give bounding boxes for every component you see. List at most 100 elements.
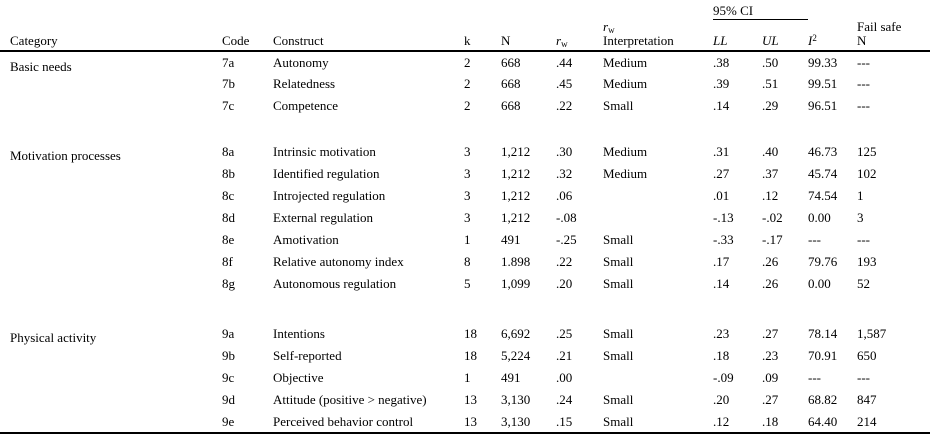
table-row: 9e Perceived behavior control 13 3,130 .… xyxy=(0,411,930,434)
cell-n: 491 xyxy=(501,232,521,248)
cell-ul: -.02 xyxy=(762,210,783,226)
table-row: 9d Attitude (positive > negative) 13 3,1… xyxy=(0,389,930,411)
col-header-ul: UL xyxy=(762,34,808,52)
table-row: 9b Self-reported 18 5,224 .21 Small .18 … xyxy=(0,345,930,367)
cell-n: 668 xyxy=(501,76,521,92)
cell-k: 8 xyxy=(464,254,471,270)
cell-construct: Perceived behavior control xyxy=(273,411,464,434)
cell-interpretation: Small xyxy=(603,232,634,248)
cell-k: 3 xyxy=(464,166,471,182)
cell-ul: .37 xyxy=(762,166,779,182)
col-header-failsafe-line2: N xyxy=(857,34,930,52)
cell-rw: .45 xyxy=(556,76,573,92)
cell-category: Physical activity xyxy=(0,323,222,345)
table-row: 8c Introjected regulation 3 1,212 .06 .0… xyxy=(0,185,930,207)
cell-ll: -.33 xyxy=(713,232,734,248)
cell-rw: .32 xyxy=(556,166,573,182)
cell-construct: Amotivation xyxy=(273,232,339,248)
cell-construct: External regulation xyxy=(273,210,373,226)
cell-i2: 96.51 xyxy=(808,98,838,114)
cell-code: 9a xyxy=(222,326,235,342)
cell-ul: -.17 xyxy=(762,232,783,248)
cell-n: 491 xyxy=(501,370,521,386)
cell-category: Basic needs xyxy=(0,51,222,73)
cell-rw: .24 xyxy=(556,392,573,408)
cell-ll: .18 xyxy=(713,348,730,364)
cell-interpretation: Medium xyxy=(603,54,648,70)
cell-k: 13 xyxy=(464,411,501,434)
cell-n: 1,212 xyxy=(501,144,531,160)
cell-rw: .30 xyxy=(556,144,573,160)
cell-failsafe: 650 xyxy=(857,348,877,364)
cell-interpretation: Small xyxy=(603,254,634,270)
cell-rw: .22 xyxy=(556,254,573,270)
cell-construct: Objective xyxy=(273,370,324,386)
cell-i2: 68.82 xyxy=(808,392,838,408)
cell-code: 9e xyxy=(222,411,273,434)
cell-ll: -.13 xyxy=(713,210,734,226)
cell-i2: 64.40 xyxy=(808,411,857,434)
i2-symbol: I xyxy=(808,33,813,49)
cell-failsafe: --- xyxy=(857,76,870,92)
cell-construct: Introjected regulation xyxy=(273,188,386,204)
cell-ul: .29 xyxy=(762,98,779,114)
cell-construct: Relatedness xyxy=(273,76,336,92)
cell-construct: Relative autonomy index xyxy=(273,254,404,270)
cell-ll: -.09 xyxy=(713,370,734,386)
cell-i2: 70.91 xyxy=(808,348,838,364)
table-row: 8d External regulation 3 1,212 -.08 -.13… xyxy=(0,207,930,229)
cell-ul: .26 xyxy=(762,254,779,270)
rw-subscript: w xyxy=(561,39,568,50)
cell-n: 6,692 xyxy=(501,326,531,342)
cell-n: 1,212 xyxy=(501,166,531,182)
cell-failsafe: 102 xyxy=(857,166,877,182)
cell-i2: --- xyxy=(808,232,821,248)
cell-k: 5 xyxy=(464,276,471,292)
cell-category xyxy=(0,389,222,411)
cell-ul: .51 xyxy=(762,76,779,92)
col-header-code: Code xyxy=(222,34,273,52)
col-header-k: k xyxy=(464,34,501,52)
cell-failsafe: 214 xyxy=(857,411,930,434)
cell-ul: .12 xyxy=(762,188,779,204)
cell-ll: .27 xyxy=(713,166,730,182)
ci-spanner-label: 95% CI xyxy=(713,2,808,20)
col-header-category: Category xyxy=(0,34,222,52)
cell-interpretation: Small xyxy=(603,348,634,364)
cell-code: 8a xyxy=(222,144,235,160)
cell-n: 3,130 xyxy=(501,411,556,434)
cell-k: 18 xyxy=(464,326,477,342)
cell-code: 8g xyxy=(222,276,235,292)
col-header-ll: LL xyxy=(713,34,762,52)
cell-ll: .23 xyxy=(713,326,730,342)
cell-k: 2 xyxy=(464,54,471,70)
table-row: 7b Relatedness 2 668 .45 Medium .39 .51 … xyxy=(0,73,930,95)
header-spanner-row: 95% CI xyxy=(0,2,930,20)
cell-ll: .12 xyxy=(713,411,762,434)
cell-i2: 78.14 xyxy=(808,326,838,342)
cell-ul: .23 xyxy=(762,348,779,364)
rw-symbol: r xyxy=(603,19,609,35)
cell-category xyxy=(0,95,222,117)
cell-construct: Autonomy xyxy=(273,54,329,70)
cell-rw: .15 xyxy=(556,411,603,434)
category-label: Basic needs xyxy=(10,58,72,74)
cell-rw: .22 xyxy=(556,98,573,114)
cell-code: 9c xyxy=(222,370,235,386)
cell-rw: -.08 xyxy=(556,210,577,226)
cell-ll: .20 xyxy=(713,392,730,408)
col-header-failsafe-line1: Fail safe xyxy=(857,19,902,35)
col-header-rw: rw xyxy=(556,34,603,52)
cell-ul: .09 xyxy=(762,370,779,386)
cell-ll: .14 xyxy=(713,276,730,292)
cell-failsafe: --- xyxy=(857,98,870,114)
cell-category xyxy=(0,229,222,251)
cell-category xyxy=(0,207,222,229)
cell-n: 668 xyxy=(501,54,521,70)
col-header-rw-interpretation-line1: rw xyxy=(603,19,713,35)
col-header-construct: Construct xyxy=(273,34,464,52)
cell-code: 8c xyxy=(222,188,235,204)
header-main-row: Category Code Construct k N rw Interpret… xyxy=(0,33,930,52)
cell-i2: 45.74 xyxy=(808,166,838,182)
spanner-spacer xyxy=(0,2,713,19)
